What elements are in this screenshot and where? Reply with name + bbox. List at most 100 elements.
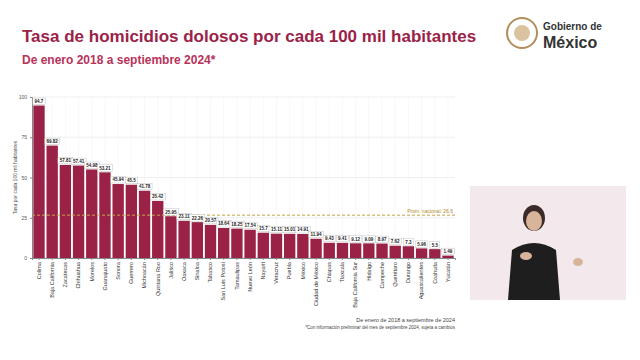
bar xyxy=(350,243,361,258)
x-tick: Aguascalientes xyxy=(418,258,424,299)
x-tick-label: Chiapas xyxy=(326,262,332,282)
x-tick: Nayarit xyxy=(260,258,266,279)
x-tick: Chihuahua xyxy=(75,258,81,289)
data-label: 15.11 xyxy=(271,227,283,232)
y-tick-label: 100 xyxy=(19,94,28,100)
x-tick-mark xyxy=(197,258,198,260)
x-tick: Colima xyxy=(36,258,42,279)
data-label-box xyxy=(295,226,310,233)
y-axis-title: Tasa por cada 100 mil habitantes xyxy=(12,140,18,214)
x-tick-label: Sinaloa xyxy=(194,261,200,280)
grid-line-vertical xyxy=(342,97,343,258)
x-tick-mark xyxy=(382,258,383,260)
x-tick-label: Nuevo León xyxy=(247,262,253,292)
data-label: 45.5 xyxy=(127,178,136,183)
data-label: 57.81 xyxy=(60,158,72,163)
grid xyxy=(32,97,455,258)
bar xyxy=(258,233,269,258)
x-tick: Campeche xyxy=(379,258,385,289)
data-label: 18.25 xyxy=(231,222,243,227)
x-tick: Tlaxcala xyxy=(339,258,345,282)
bars xyxy=(33,106,453,258)
bar xyxy=(416,248,427,258)
grid-line-vertical xyxy=(329,97,330,258)
data-label: 54.98 xyxy=(86,163,98,168)
data-label-box xyxy=(216,220,231,227)
data-label-box xyxy=(269,226,284,233)
bar xyxy=(390,246,401,258)
data-label-box xyxy=(363,236,375,243)
data-label: 25.95 xyxy=(165,210,177,215)
data-label: 8.97 xyxy=(378,237,387,242)
interpreter-face xyxy=(526,211,542,231)
x-tick-label: Michoacán xyxy=(141,262,147,289)
x-tick: Yucatán xyxy=(445,258,451,282)
data-label: 20.57 xyxy=(205,218,217,223)
y-tick-mark xyxy=(30,258,32,259)
x-tick: Tabasco xyxy=(207,258,213,283)
data-label-box xyxy=(150,193,165,200)
bar xyxy=(139,191,150,258)
x-tick: Ciudad de México xyxy=(313,258,319,306)
bar xyxy=(33,106,44,258)
x-tick-label: Yucatán xyxy=(445,262,451,282)
x-tick-mark xyxy=(408,258,409,260)
grid-line-vertical xyxy=(395,97,396,258)
data-label: 17.54 xyxy=(244,223,256,228)
data-label-box xyxy=(404,239,414,246)
chart: Tasa de homicidios dolosos por cada 100 … xyxy=(0,0,640,360)
data-label-box xyxy=(163,209,178,216)
x-tick-label: Campeche xyxy=(379,262,385,289)
x-tick-label: Puebla xyxy=(286,261,292,279)
bar xyxy=(60,165,71,258)
data-label: 15.01 xyxy=(284,227,296,232)
x-tick: San Luis Potosí xyxy=(220,258,226,301)
y-tick-label: 75 xyxy=(21,134,27,140)
y-tick-label: 25 xyxy=(21,215,27,221)
x-tick-label: Oaxaca xyxy=(181,261,187,281)
data-label: 69.82 xyxy=(47,139,59,144)
inset-background xyxy=(470,186,626,300)
x-tick-mark xyxy=(302,258,303,260)
x-tick-mark xyxy=(210,258,211,260)
data-label: 5.96 xyxy=(417,242,426,247)
x-tick-mark xyxy=(65,258,66,260)
y-axis-line xyxy=(30,98,33,259)
data-label-box xyxy=(45,138,60,145)
x-tick-mark xyxy=(170,258,171,260)
data-label-box xyxy=(257,225,269,232)
x-tick-label: Morelos xyxy=(89,262,95,282)
x-tick-mark xyxy=(78,258,79,260)
data-label-box xyxy=(309,231,324,238)
x-tick: Puebla xyxy=(286,258,292,279)
x-tick-mark xyxy=(184,258,185,260)
bar xyxy=(271,234,282,258)
grid-line-vertical xyxy=(434,97,435,258)
x-tick-label: Guanajuato xyxy=(102,262,108,290)
x-tick-mark xyxy=(250,258,251,260)
x-tick-mark xyxy=(448,258,449,260)
x-tick-label: Sonora xyxy=(115,261,121,280)
data-label-box xyxy=(336,235,348,242)
x-tick-label: Aguascalientes xyxy=(418,262,424,300)
average-label: Prom. nacional: 26.6 xyxy=(407,208,453,214)
x-tick-label: Baja California Sur xyxy=(352,262,358,308)
x-tick-label: Querétaro xyxy=(392,262,398,287)
data-label-box xyxy=(349,236,361,243)
interpreter-inset xyxy=(470,186,626,300)
data-label: 1.49 xyxy=(444,249,453,254)
bar xyxy=(205,225,216,258)
bar xyxy=(442,256,453,258)
x-tick: Baja California Sur xyxy=(352,258,358,308)
grid-line-vertical xyxy=(302,97,303,258)
data-label-box xyxy=(58,157,73,164)
x-tick-mark xyxy=(104,258,105,260)
data-label: 11.94 xyxy=(311,232,323,237)
y-tick: 25 xyxy=(21,215,32,221)
x-tick-label: Colima xyxy=(36,261,42,279)
data-labels: 94.769.8257.8157.4154.9853.2145.9445.541… xyxy=(33,98,454,255)
x-tick: Guerrero xyxy=(128,258,134,284)
data-label-box xyxy=(203,217,218,224)
x-tick-mark xyxy=(131,258,132,260)
data-label: 22.26 xyxy=(192,216,204,221)
